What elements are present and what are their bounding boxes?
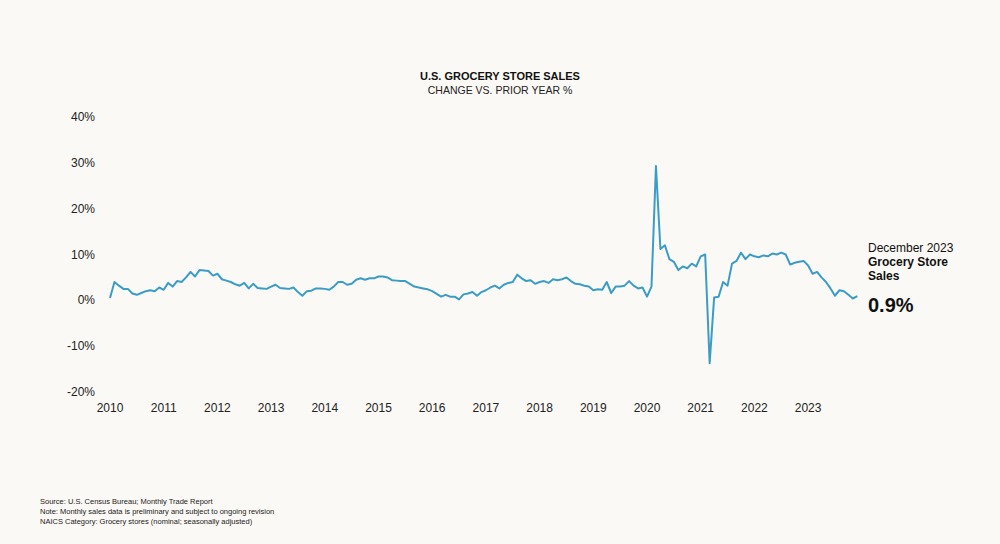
- y-tick: [98, 208, 100, 209]
- x-axis: 2010 2011 2012 2013 2014 2015 2016 2017 2018 2019…: [97, 401, 822, 415]
- x-tick-label: 2018: [526, 401, 553, 415]
- y-tick: [98, 254, 100, 255]
- plot-area: [110, 166, 857, 363]
- x-tick-label: 2022: [741, 401, 768, 415]
- y-tick: [98, 117, 100, 118]
- x-tick-label: 2011: [151, 401, 177, 415]
- y-axis: -20% -10% 0% 10% 20% 30% 40%: [67, 110, 100, 399]
- x-tick-label: 2023: [795, 401, 822, 415]
- annotation-text: Grocery Store: [868, 255, 948, 269]
- x-tick-label: 2020: [634, 401, 661, 415]
- x-tick-label: 2012: [204, 401, 231, 415]
- x-tick-label: 2010: [97, 401, 124, 415]
- subtitle: CHANGE VS. PRIOR YEAR %: [428, 84, 573, 96]
- footnote: Source: U.S. Census Bureau; Monthly Trad…: [40, 497, 214, 506]
- annotation-text: December 2023: [868, 241, 954, 255]
- x-tick-label: 2017: [473, 401, 500, 415]
- y-tick-label: -20%: [67, 385, 95, 399]
- footnote: NAICS Category: Grocery stores (nominal;…: [40, 517, 253, 526]
- title: U.S. GROCERY STORE SALES: [420, 70, 580, 82]
- y-tick-label: 10%: [71, 248, 95, 262]
- annotation-text: Sales: [868, 269, 900, 283]
- background: [0, 0, 1000, 544]
- y-tick-label: 0%: [78, 293, 96, 307]
- footnotes: Source: U.S. Census Bureau; Monthly Trad…: [40, 497, 274, 526]
- x-tick-label: 2019: [580, 401, 607, 415]
- y-tick-label: 20%: [71, 202, 95, 216]
- y-tick: [98, 162, 100, 163]
- x-tick-label: 2014: [311, 401, 338, 415]
- y-tick: [98, 392, 100, 393]
- chart: U.S. GROCERY STORE SALES CHANGE VS. PRIOR…: [0, 0, 1000, 544]
- x-tick-label: 2015: [365, 401, 392, 415]
- footnote: Note: Monthly sales data is preliminary …: [40, 507, 274, 516]
- y-tick-label: 30%: [71, 156, 95, 170]
- annotation: December 2023Grocery StoreSales 0.9%: [868, 241, 954, 316]
- x-tick-label: 2021: [687, 401, 714, 415]
- line: [110, 166, 857, 363]
- y-tick-label: 40%: [71, 110, 95, 124]
- annotation-value: 0.9%: [868, 294, 914, 316]
- y-tick: [98, 300, 100, 301]
- y-tick: [98, 346, 100, 347]
- x-tick-label: 2013: [258, 401, 285, 415]
- x-tick-label: 2016: [419, 401, 446, 415]
- y-tick-label: -10%: [67, 339, 95, 353]
